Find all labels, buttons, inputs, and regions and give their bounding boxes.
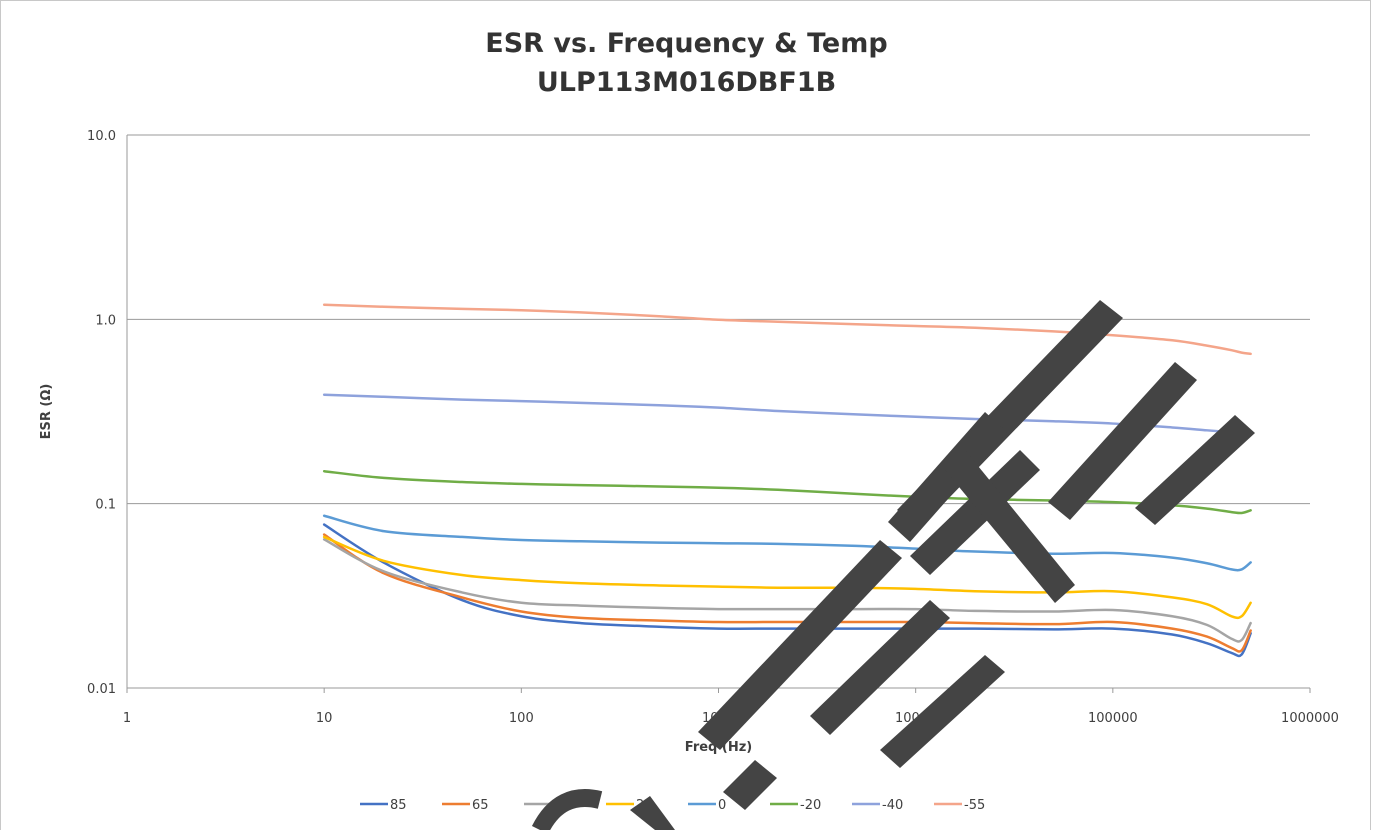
watermark-stroke (1048, 362, 1197, 520)
y-tick-label: 0.1 (95, 498, 116, 513)
watermark-stroke (723, 760, 777, 810)
legend-label: -20 (800, 798, 821, 813)
series-line-0 (322, 514, 1252, 572)
chart-title: ESR vs. Frequency & Temp (485, 28, 888, 59)
watermark-stroke (1135, 415, 1255, 525)
watermark-stroke (630, 796, 675, 830)
y-tick-label: 10.0 (87, 129, 116, 144)
legend: 856545250-20-40-55 (360, 798, 985, 813)
series-line-45 (322, 538, 1252, 643)
watermark-stroke (910, 450, 1040, 575)
legend-label: -55 (964, 798, 985, 813)
watermark-stroke (945, 450, 1075, 603)
x-tick-label: 100 (509, 711, 534, 726)
watermark-stroke (531, 789, 603, 830)
watermark-stroke (880, 655, 1005, 768)
watermark-stroke (888, 412, 1007, 542)
series-line--40 (322, 393, 1252, 435)
y-axis-label: ESR (Ω) (39, 384, 54, 440)
watermark-stroke (810, 600, 950, 735)
y-tick-label: 1.0 (95, 313, 116, 328)
legend-label: 85 (390, 798, 407, 813)
series-line--55 (322, 303, 1252, 356)
series-line-85 (322, 523, 1252, 658)
legend-label: 0 (718, 798, 726, 813)
x-tick-label: 1000000 (1281, 711, 1339, 726)
legend-label: -40 (882, 798, 903, 813)
x-tick-label: 1 (123, 711, 131, 726)
x-tick-label: 100000 (1088, 711, 1138, 726)
y-tick-label: 0.01 (87, 682, 116, 697)
obsolete-watermark (531, 300, 1255, 830)
watermark-stroke (698, 540, 902, 750)
x-tick-label: 10 (316, 711, 333, 726)
series-lines (322, 303, 1252, 658)
series-line-25 (322, 535, 1252, 620)
legend-label: 65 (472, 798, 489, 813)
chart-subtitle: ULP113M016DBF1B (536, 67, 837, 98)
series-line--20 (322, 469, 1252, 515)
series-line-65 (322, 533, 1252, 653)
